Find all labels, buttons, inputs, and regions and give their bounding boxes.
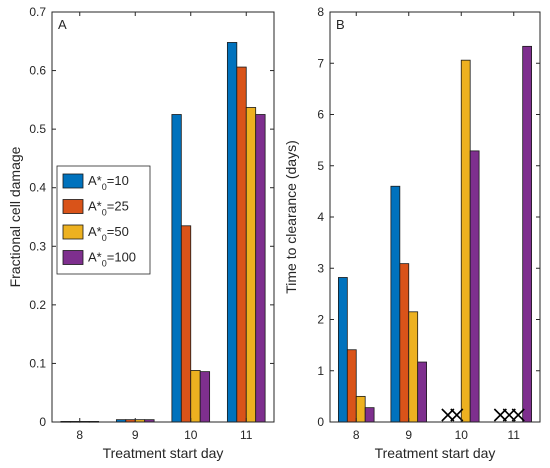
axes-box bbox=[329, 11, 541, 423]
y-tick-label: 4 bbox=[317, 210, 324, 224]
bar-b-s3-c3 bbox=[522, 45, 532, 423]
x-tick-label: 10 bbox=[455, 428, 469, 442]
y-tick-label: 3 bbox=[317, 261, 324, 275]
bar-a-s2-c2 bbox=[190, 370, 201, 423]
legend-swatch bbox=[62, 173, 84, 189]
x-tick-label: 9 bbox=[405, 428, 412, 442]
panel-letter: B bbox=[336, 17, 345, 32]
y-tick-label: 0.3 bbox=[29, 239, 46, 253]
x-tick-label: 11 bbox=[240, 428, 253, 442]
bar-a-s3-c3 bbox=[255, 114, 266, 423]
bar-a-s1-c2 bbox=[180, 225, 192, 423]
bar-a-s3-c2 bbox=[199, 371, 211, 423]
panel-a: 0 0.1 0.2 0.3 0.4 0.5 0.6 0.7 8 9 10 11 Treatment st… bbox=[7, 5, 275, 461]
x-tick-label: 9 bbox=[132, 428, 139, 442]
x-tick-label: 10 bbox=[184, 428, 198, 442]
y-tick-label: 0.6 bbox=[29, 64, 46, 78]
x-axis-label: Treatment start day bbox=[103, 445, 224, 461]
y-tick-label: 0.2 bbox=[29, 298, 46, 312]
legend: A*0=10 A*0=25 A*0=50 A*0=100 bbox=[56, 165, 151, 275]
y-tick-label: 1 bbox=[317, 364, 324, 378]
x-tick-label: 8 bbox=[76, 428, 83, 442]
y-axis-label: Fractional cell damage bbox=[7, 146, 23, 287]
y-axis-label: Time to clearance (days) bbox=[283, 140, 299, 294]
legend-label: A*0=25 bbox=[88, 199, 129, 218]
y-tick-label: 0.7 bbox=[29, 5, 46, 19]
legend-label: A*0=100 bbox=[88, 250, 136, 269]
y-tick-label: 7 bbox=[317, 56, 324, 70]
bar-b-s1-c0 bbox=[346, 349, 357, 423]
bar-a-s2-c3 bbox=[245, 107, 257, 423]
y-tick-label: 8 bbox=[317, 5, 324, 19]
x-axis-label: Treatment start day bbox=[375, 445, 496, 461]
legend-label: A*0=10 bbox=[88, 173, 129, 192]
y-tick-label: 0.1 bbox=[29, 356, 46, 370]
bar-b-s3-c1 bbox=[417, 361, 428, 423]
bar-b-s0-c0 bbox=[337, 277, 348, 423]
y-tick-label: 2 bbox=[317, 313, 324, 327]
bar-a-s0-c2 bbox=[171, 114, 182, 423]
bar-a-s1-c3 bbox=[236, 66, 247, 423]
bar-b-s2-c2 bbox=[460, 59, 471, 423]
legend-swatch bbox=[62, 224, 84, 240]
y-tick-label: 6 bbox=[317, 108, 324, 122]
bar-b-s2-c0 bbox=[355, 395, 366, 423]
bar-b-s0-c1 bbox=[390, 185, 401, 423]
x-tick-label: 8 bbox=[353, 428, 360, 442]
y-tick-label: 0.5 bbox=[29, 122, 46, 136]
y-tick-label: 5 bbox=[317, 159, 324, 173]
bar-b-s2-c1 bbox=[408, 311, 419, 423]
panel-b: 0 1 2 3 4 5 6 7 8 8 9 10 11 Treatment start day Time t… bbox=[283, 5, 541, 461]
x-tick-label: 11 bbox=[508, 428, 521, 442]
legend-label: A*0=50 bbox=[88, 224, 129, 243]
axes-box bbox=[51, 11, 275, 423]
bar-a-s0-c3 bbox=[226, 42, 238, 423]
bar-b-s3-c2 bbox=[469, 150, 480, 423]
y-tick-label: 0.4 bbox=[29, 181, 46, 195]
legend-swatch bbox=[62, 250, 84, 265]
legend-swatch bbox=[62, 199, 84, 214]
bar-b-s3-c0 bbox=[364, 407, 375, 423]
panel-letter: A bbox=[58, 17, 67, 32]
y-tick-label: 0 bbox=[317, 415, 324, 429]
bar-b-s1-c1 bbox=[399, 263, 410, 423]
y-tick-label: 0 bbox=[39, 415, 46, 429]
